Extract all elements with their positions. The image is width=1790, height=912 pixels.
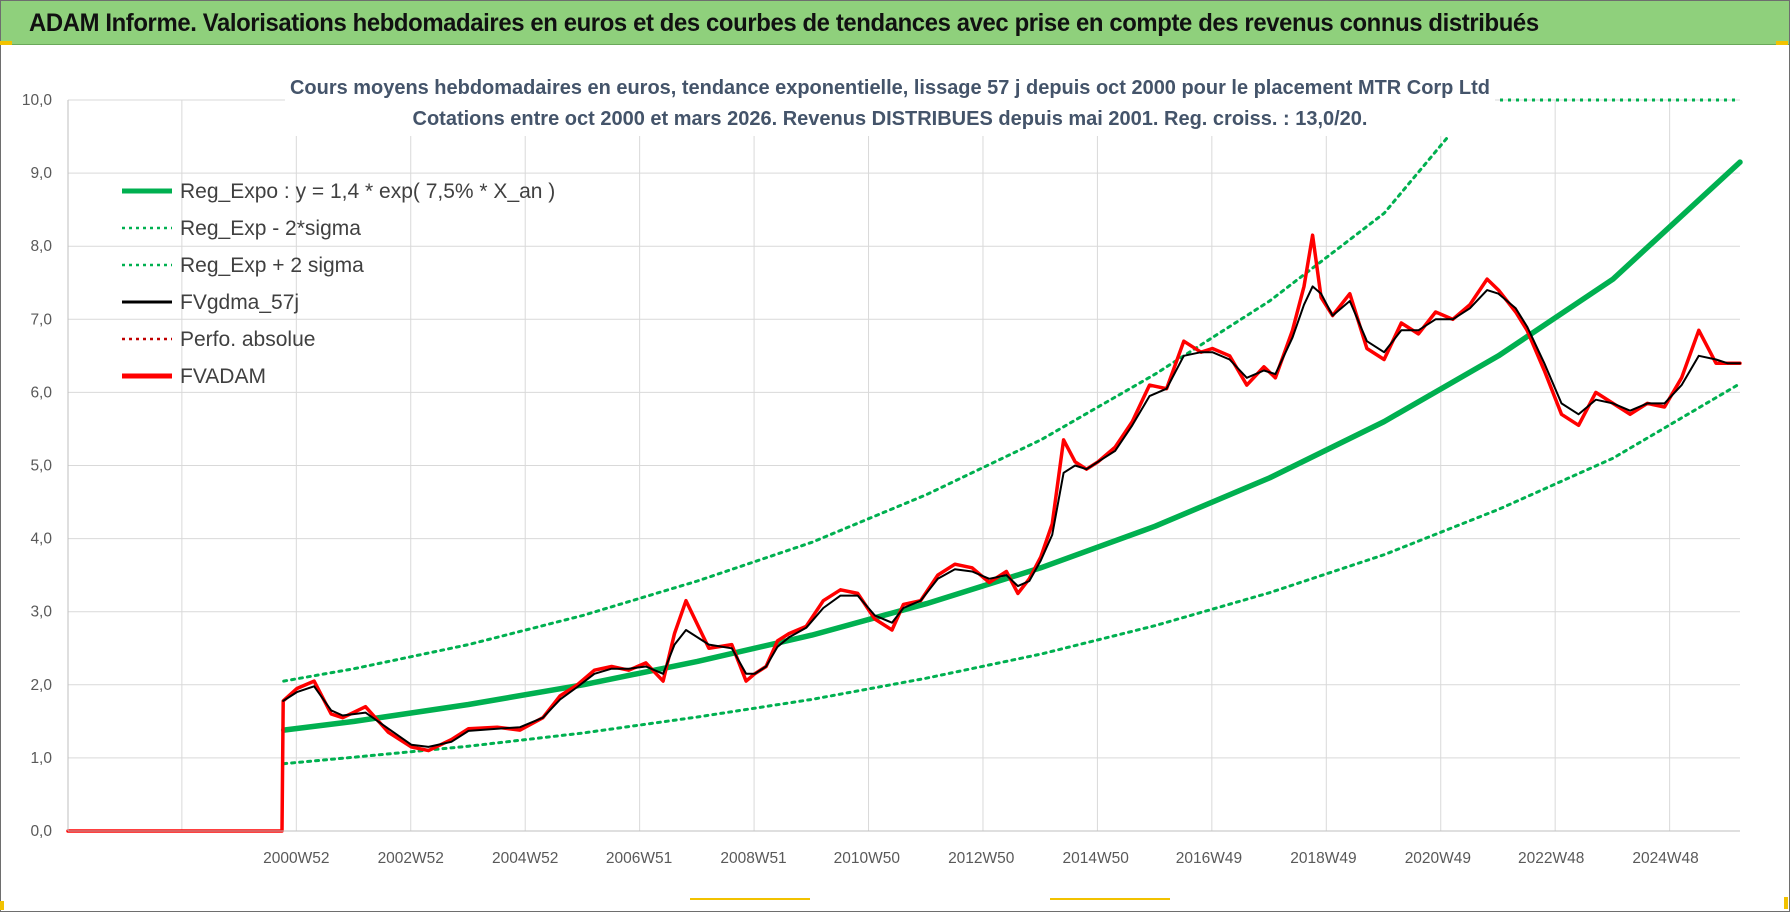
y-tick-label: 4,0 [30,531,52,548]
upper-band-line [282,136,1449,683]
y-tick-label: 2,0 [30,677,52,694]
chart-title: Cours moyens hebdomadaires en euros, ten… [285,66,1495,136]
chart-legend: Reg_Expo : y = 1,4 * exp( 7,5% * X_an ) R… [122,180,555,388]
y-tick-label: 1,0 [30,750,52,767]
chart-series [66,98,1743,833]
bottom-mark-1 [690,898,810,900]
y-tick-label: 6,0 [30,384,52,401]
x-tick-label: 2008W51 [720,850,786,867]
chart-grid [68,99,1740,832]
lower-band-line [282,382,1742,766]
x-tick-label: 2020W49 [1405,850,1471,867]
y-tick-label: 5,0 [30,458,52,475]
x-tick-label: 2022W48 [1518,850,1584,867]
corner-mark-top-left [0,41,12,45]
x-tick-label: 2024W48 [1632,850,1698,867]
x-tick-label: 2002W52 [378,850,444,867]
chart-title-line-1: Cours moyens hebdomadaires en euros, ten… [290,77,1490,99]
y-tick-label: 10,0 [22,92,53,109]
legend-label: Perfo. absolue [180,328,315,351]
price-line [66,233,1742,833]
trend-line [280,159,1743,733]
chart-title-line-2: Cotations entre oct 2000 et mars 2026. R… [413,108,1368,130]
legend-label: FVgdma_57j [180,291,299,314]
y-tick-label: 7,0 [30,311,52,328]
bottom-mark-2 [1050,898,1170,900]
report-banner: ADAM Informe. Valorisations hebdomadaire… [1,1,1789,45]
legend-label: Reg_Exp + 2 sigma [180,254,364,277]
corner-mark-bottom-right [1784,897,1788,909]
y-tick-label: 9,0 [30,165,52,182]
y-tick-label: 0,0 [30,823,52,840]
y-tick-label: 3,0 [30,604,52,621]
smoothed-line [282,285,1741,748]
x-tick-label: 2018W49 [1290,850,1356,867]
x-tick-label: 2004W52 [492,850,558,867]
corner-mark-bottom-left [0,901,4,910]
y-tick-label: 8,0 [30,238,52,255]
x-tick-label: 2016W49 [1176,850,1242,867]
x-tick-label: 2006W51 [606,850,672,867]
x-tick-label: 2014W50 [1063,850,1130,867]
legend-label: Reg_Expo : y = 1,4 * exp( 7,5% * X_an ) [180,180,555,203]
legend-label: Reg_Exp - 2*sigma [180,217,361,240]
chart-axes: 0,0 1,0 2,0 3,0 4,0 5,0 6,0 7,0 8,0 9,0 10,0 2000W5… [22,92,1740,867]
legend-label: FVADAM [180,365,266,388]
corner-mark-top-right [1776,41,1788,45]
report-title: ADAM Informe. Valorisations hebdomadaire… [29,9,1539,37]
x-tick-label: 2012W50 [948,850,1015,867]
x-tick-label: 2010W50 [834,850,901,867]
x-tick-label: 2000W52 [263,850,329,867]
